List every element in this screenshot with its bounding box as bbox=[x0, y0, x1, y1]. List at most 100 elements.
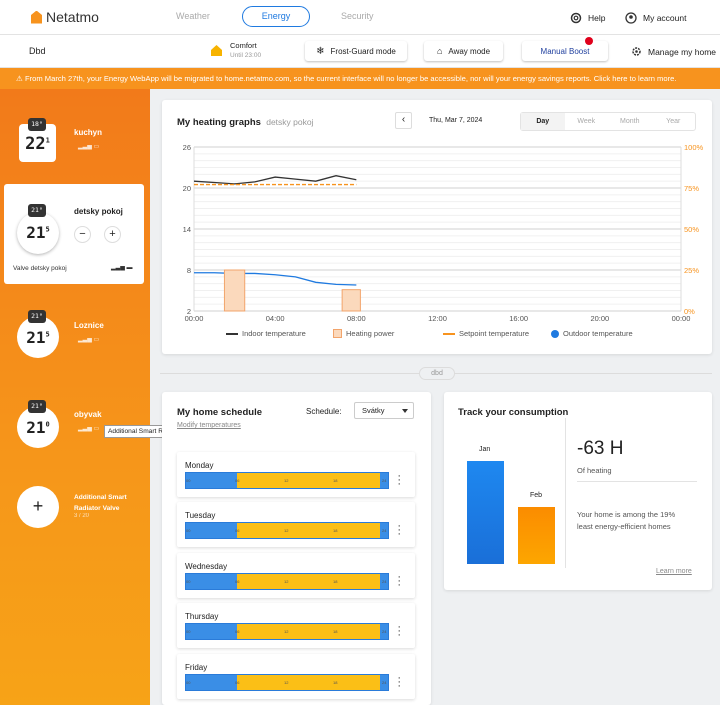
timeline-tick: 18 bbox=[333, 528, 338, 533]
y-tick-label: 2 bbox=[187, 307, 191, 316]
netatmo-logo[interactable]: Netatmo bbox=[31, 9, 99, 25]
frost-guard-button[interactable]: ❄ Frost-Guard mode bbox=[305, 41, 407, 61]
device-name: Valve detsky pokoj bbox=[13, 265, 67, 272]
timeline-tick: 18 bbox=[333, 478, 338, 483]
y2-tick-label: 75% bbox=[684, 184, 699, 193]
x-tick-label: 12:00 bbox=[428, 314, 447, 323]
schedule-block-night[interactable] bbox=[186, 675, 237, 690]
add-device-title: Additional Smart Radiator Valve bbox=[74, 494, 127, 512]
schedule-timeline[interactable]: 00 06 12 18 24 bbox=[185, 522, 389, 539]
period-selector: Day Week Month Year bbox=[520, 112, 696, 131]
tab-security[interactable]: Security bbox=[341, 11, 374, 21]
away-mode-button[interactable]: ⌂ Away mode bbox=[424, 41, 503, 61]
x-tick-label: 08:00 bbox=[347, 314, 366, 323]
help-link[interactable]: Help bbox=[570, 12, 605, 24]
top-nav: Netatmo Weather Energy Security Help My … bbox=[0, 0, 720, 35]
account-label: My account bbox=[643, 13, 687, 23]
manage-home-label: Manage my home bbox=[648, 46, 717, 57]
gear-icon bbox=[632, 47, 641, 56]
divider bbox=[577, 481, 697, 482]
y-tick-label: 14 bbox=[183, 225, 191, 234]
timeline-tick: 12 bbox=[284, 579, 289, 584]
schedule-block-night[interactable] bbox=[186, 473, 237, 488]
more-options-icon[interactable]: · · · bbox=[397, 470, 401, 490]
schedule-row[interactable]: Monday 00 06 12 18 24 · · · bbox=[177, 452, 415, 497]
schedule-block-comfort[interactable] bbox=[236, 675, 380, 690]
timeline-tick: 24 bbox=[382, 680, 387, 685]
room-detsky-pokoj[interactable]: 215 21° detsky pokoj − + Valve detsky po… bbox=[4, 184, 144, 284]
schedule-row[interactable]: Friday 00 06 12 18 24 · · · bbox=[177, 654, 415, 699]
x-tick-label: 00:00 bbox=[185, 314, 204, 323]
more-options-icon[interactable]: · · · bbox=[397, 571, 401, 591]
schedule-timeline[interactable]: 00 06 12 18 24 bbox=[185, 472, 389, 489]
x-tick-label: 04:00 bbox=[266, 314, 285, 323]
graph-title: My heating graphs detsky pokoj bbox=[177, 117, 313, 128]
schedule-block-night[interactable] bbox=[379, 624, 388, 639]
legend-setpoint: Setpoint temperature bbox=[443, 329, 529, 338]
increase-temp-button[interactable]: + bbox=[104, 226, 121, 243]
schedule-block-night[interactable] bbox=[186, 624, 237, 639]
schedule-timeline[interactable]: 00 06 12 18 24 bbox=[185, 674, 389, 691]
home-selector[interactable]: Dbd bbox=[29, 46, 46, 56]
legend-dot-icon bbox=[551, 329, 559, 338]
series-line-0 bbox=[193, 175, 357, 185]
schedule-block-night[interactable] bbox=[379, 523, 388, 538]
y2-tick-label: 0% bbox=[684, 307, 695, 316]
timeline-tick: 24 bbox=[382, 629, 387, 634]
schedule-label: Schedule: bbox=[306, 407, 342, 416]
schedule-row[interactable]: Tuesday 00 06 12 18 24 · · · bbox=[177, 502, 415, 547]
timeline-tick: 00 bbox=[186, 680, 191, 685]
learn-more-link[interactable]: Learn more bbox=[656, 568, 692, 575]
schedule-block-comfort[interactable] bbox=[236, 473, 380, 488]
schedule-timeline[interactable]: 00 06 12 18 24 bbox=[185, 573, 389, 590]
schedule-block-comfort[interactable] bbox=[236, 624, 380, 639]
schedule-row[interactable]: Thursday 00 06 12 18 24 · · · bbox=[177, 603, 415, 648]
schedule-card: My home schedule Modify temperatures Sch… bbox=[162, 392, 431, 705]
room-temperature-decimal: 1 bbox=[45, 136, 50, 145]
timeline-tick: 18 bbox=[333, 579, 338, 584]
schedule-block-night[interactable] bbox=[186, 574, 237, 589]
schedule-row[interactable]: Wednesday 00 06 12 18 24 · · · bbox=[177, 553, 415, 598]
schedule-block-comfort[interactable] bbox=[236, 523, 380, 538]
timeline-tick: 06 bbox=[235, 478, 240, 483]
tab-weather[interactable]: Weather bbox=[176, 11, 210, 21]
modify-temperatures-link[interactable]: Modify temperatures bbox=[177, 422, 241, 429]
timeline-tick: 00 bbox=[186, 629, 191, 634]
schedule-timeline[interactable]: 00 06 12 18 24 bbox=[185, 623, 389, 640]
migration-banner[interactable]: ⚠ From March 27th, your Energy WebApp wi… bbox=[0, 68, 720, 89]
schedule-block-night[interactable] bbox=[186, 523, 237, 538]
period-week[interactable]: Week bbox=[577, 118, 596, 125]
previous-day-button[interactable]: ‹ bbox=[395, 112, 412, 129]
consumption-value: -63 H bbox=[577, 438, 624, 459]
schedule-block-night[interactable] bbox=[379, 473, 388, 488]
more-options-icon[interactable]: · · · bbox=[397, 672, 401, 692]
heating-power-bar bbox=[223, 269, 246, 312]
period-year[interactable]: Year bbox=[666, 118, 681, 125]
schedule-select[interactable]: Svátky bbox=[354, 402, 414, 419]
schedule-block-night[interactable] bbox=[379, 574, 388, 589]
legend-label: Outdoor temperature bbox=[563, 329, 633, 338]
graph-title-text: My heating graphs bbox=[177, 117, 261, 128]
add-device-button[interactable]: + bbox=[17, 486, 59, 528]
day-label: Thursday bbox=[185, 612, 219, 621]
decrease-temp-button[interactable]: − bbox=[74, 226, 91, 243]
schedule-block-comfort[interactable] bbox=[236, 574, 380, 589]
period-month[interactable]: Month bbox=[620, 118, 640, 125]
help-icon bbox=[570, 12, 582, 24]
consumption-bar-feb bbox=[518, 507, 555, 564]
room-name: Loznice bbox=[74, 321, 104, 330]
more-options-icon[interactable]: · · · bbox=[397, 520, 401, 540]
manual-boost-label: Manual Boost bbox=[540, 46, 590, 56]
period-day[interactable]: Day bbox=[521, 113, 565, 130]
away-house-icon: ⌂ bbox=[436, 46, 443, 56]
schedule-block-night[interactable] bbox=[379, 675, 388, 690]
manage-home-link[interactable]: Manage my home bbox=[631, 46, 716, 57]
tab-energy[interactable]: Energy bbox=[242, 6, 310, 27]
more-options-icon[interactable]: · · · bbox=[397, 621, 401, 641]
brand-name: Netatmo bbox=[46, 9, 99, 25]
my-account-link[interactable]: My account bbox=[625, 12, 686, 24]
timeline-tick: 18 bbox=[333, 680, 338, 685]
legend-outdoor: Outdoor temperature bbox=[551, 329, 633, 338]
manual-boost-button[interactable]: Manual Boost bbox=[522, 37, 608, 61]
legend-power: Heating power bbox=[333, 329, 394, 338]
